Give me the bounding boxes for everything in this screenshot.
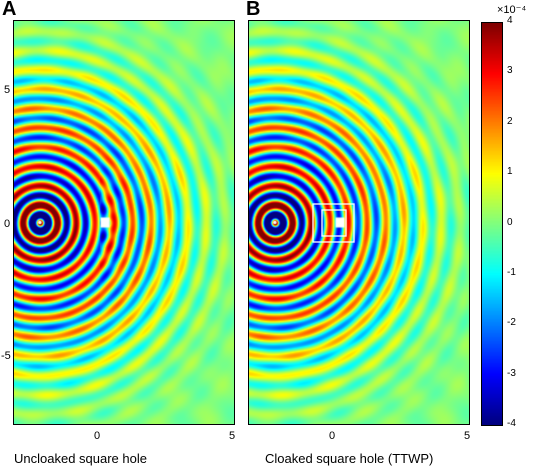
panel-a-heatmap <box>13 20 235 425</box>
colorbar-tick-label: -1 <box>507 266 516 278</box>
colorbar-tick-label: 4 <box>507 15 513 26</box>
panel-b-heatmap <box>248 20 470 425</box>
y-tick-top: 5 <box>4 84 11 96</box>
colorbar-tick-label: 2 <box>507 115 513 127</box>
panel-b-x-tick-0: 0 <box>329 430 336 442</box>
y-tick-middle: 0 <box>4 218 11 230</box>
panel-a-wavefield <box>14 21 234 424</box>
colorbar-tick-label: -2 <box>507 317 516 329</box>
cloak-outline <box>312 203 355 243</box>
colorbar-gradient <box>482 23 502 425</box>
colorbar-tick-label: 3 <box>507 65 513 77</box>
colorbar-tick-label: 0 <box>507 216 513 228</box>
panel-b-caption: Cloaked square hole (TTWP) <box>265 451 434 466</box>
colorbar-tick-label: 1 <box>507 166 513 178</box>
colorbar-exponent: ×10⁻⁴ <box>497 4 527 16</box>
panel-a-x-tick-5: 5 <box>229 430 236 442</box>
panel-b-letter: B <box>246 0 261 20</box>
panel-a-caption: Uncloaked square hole <box>14 451 147 466</box>
y-tick-bottom: -5 <box>1 350 11 362</box>
panel-a-x-tick-0: 0 <box>94 430 101 442</box>
colorbar-tick-label: -3 <box>507 367 516 379</box>
cloak-inner-boundary <box>321 209 347 237</box>
cloak-outer-boundary <box>312 203 355 243</box>
panel-a-letter: A <box>2 0 17 20</box>
panel-b-wavefield <box>249 21 469 424</box>
colorbar-tick-label: -4 <box>507 418 516 429</box>
panel-b-x-tick-5: 5 <box>464 430 471 442</box>
colorbar <box>481 22 503 426</box>
